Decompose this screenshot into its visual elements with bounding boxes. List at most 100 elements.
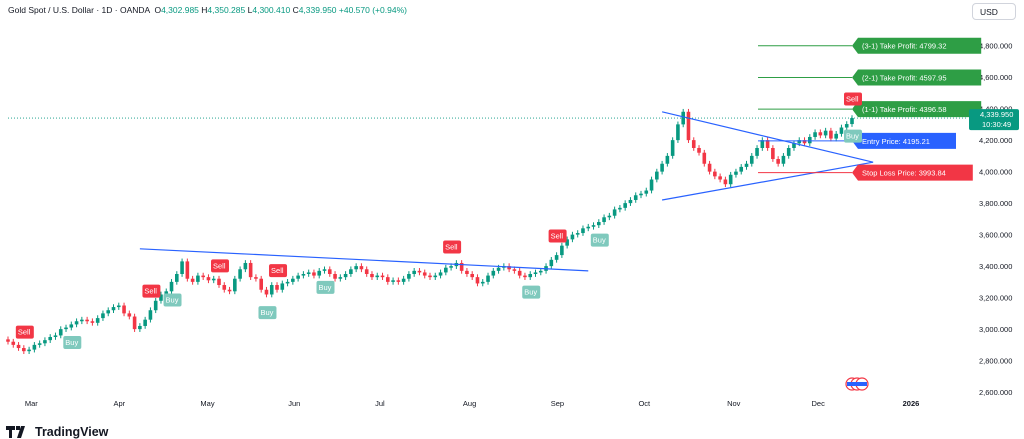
candle	[533, 269, 538, 277]
svg-text:Sell: Sell	[144, 287, 157, 296]
candle	[175, 271, 179, 285]
close-value: 4,339.950	[298, 5, 337, 15]
svg-text:Sell: Sell	[18, 328, 31, 337]
candle	[480, 279, 485, 287]
candle	[248, 260, 253, 280]
x-tick-label: Nov	[727, 399, 741, 408]
candle	[538, 268, 543, 276]
candle	[312, 269, 316, 279]
svg-text:(2-1) Take Profit: 4597.95: (2-1) Take Profit: 4597.95	[862, 73, 947, 82]
open-value: 4,302.985	[161, 5, 199, 15]
tradingview-icon	[6, 425, 25, 438]
open-key: O	[154, 5, 162, 15]
y-tick-label: 3,800.000	[979, 199, 1012, 208]
candle	[850, 115, 854, 127]
tradingview-logo[interactable]: TradingView	[6, 424, 109, 439]
candle	[291, 275, 295, 285]
candle	[306, 269, 311, 277]
candle	[628, 197, 633, 206]
svg-text:Buy: Buy	[319, 283, 332, 292]
brand-name: TradingView	[35, 424, 109, 439]
candle	[132, 313, 137, 332]
candle	[575, 230, 580, 238]
candle	[53, 332, 58, 340]
candle	[285, 279, 290, 287]
triangle-upper-line[interactable]	[661, 111, 874, 163]
candle	[776, 156, 780, 167]
sell-signal: Sell	[269, 264, 288, 278]
candle	[16, 342, 21, 351]
candle	[11, 338, 16, 348]
candle	[660, 160, 664, 175]
candle	[676, 121, 680, 143]
descending-trendline[interactable]	[139, 248, 589, 272]
candle	[528, 271, 533, 280]
candle	[85, 316, 89, 325]
candle	[755, 145, 759, 159]
x-tick-label: Jun	[288, 399, 300, 408]
candle	[227, 286, 232, 295]
candle	[375, 272, 380, 280]
candle	[691, 137, 696, 151]
candle	[470, 271, 474, 280]
x-tick-label: Aug	[463, 399, 476, 408]
triangle-lower-line[interactable]	[661, 161, 874, 201]
take-profit-level[interactable]: (3-1) Take Profit: 4799.32	[758, 37, 982, 54]
svg-text:Entry Price: 4195.21: Entry Price: 4195.21	[862, 137, 930, 146]
candle	[64, 324, 68, 332]
candle	[823, 127, 828, 139]
candle	[523, 272, 527, 280]
candle	[792, 140, 796, 151]
candle	[211, 275, 216, 284]
take-profit-level[interactable]: (2-1) Take Profit: 4597.95	[758, 69, 982, 86]
candle	[570, 231, 575, 243]
candle	[349, 266, 353, 277]
svg-text:Buy: Buy	[846, 132, 859, 141]
candle	[116, 302, 121, 310]
candle	[739, 164, 744, 175]
candle	[818, 129, 823, 139]
candle	[428, 272, 432, 280]
y-tick-label: 2,800.000	[979, 357, 1012, 366]
candle	[359, 263, 364, 273]
candle	[148, 307, 153, 323]
svg-text:Stop Loss Price: 3993.84: Stop Loss Price: 3993.84	[862, 169, 946, 178]
candle	[333, 271, 337, 282]
entry-price-level[interactable]: Entry Price: 4195.21	[758, 132, 956, 149]
buy-signal: Buy	[163, 293, 182, 307]
candle	[243, 260, 248, 273]
stop-loss-level[interactable]: Stop Loss Price: 3993.84	[758, 164, 973, 181]
candle	[581, 225, 585, 236]
candle	[602, 214, 606, 225]
candle	[254, 274, 258, 282]
sell-signal: Sell	[443, 240, 462, 254]
candle	[343, 271, 348, 280]
svg-text:Sell: Sell	[213, 261, 226, 270]
candle	[718, 173, 722, 183]
svg-text:Buy: Buy	[260, 308, 273, 317]
symbol-title: Gold Spot / U.S. Dollar · 1D · OANDA	[8, 5, 150, 15]
currency-button[interactable]: USD	[972, 3, 1016, 20]
candle	[206, 274, 211, 284]
y-tick-label: 4,000.000	[979, 168, 1012, 177]
candle	[670, 137, 675, 159]
candle	[781, 153, 786, 167]
candle	[180, 258, 184, 277]
sell-signal: Sell	[142, 284, 161, 298]
candle	[58, 326, 63, 339]
take-profit-level[interactable]: (1-1) Take Profit: 4396.58	[758, 101, 982, 118]
economic-events-icon[interactable]	[845, 377, 869, 391]
candle	[486, 272, 490, 285]
candle	[686, 108, 691, 143]
svg-text:(3-1) Take Profit: 4799.32: (3-1) Take Profit: 4799.32	[862, 42, 947, 51]
candle	[275, 282, 279, 293]
candle	[560, 242, 564, 258]
candle	[728, 171, 733, 188]
candle	[633, 192, 638, 203]
sell-signal: Sell	[15, 325, 34, 339]
candle	[101, 310, 105, 321]
y-tick-label: 4,800.000	[979, 42, 1012, 51]
candle	[417, 268, 422, 276]
candle	[95, 315, 100, 326]
